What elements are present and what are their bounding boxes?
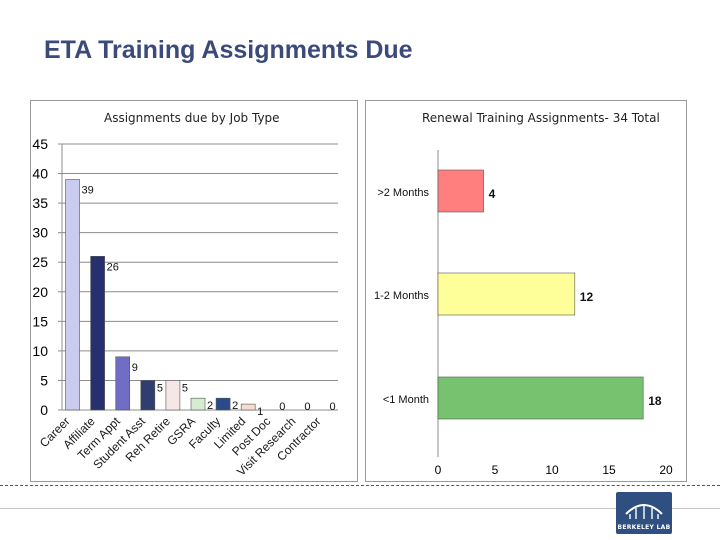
footer-rule [0, 508, 720, 509]
renewal-chart-title: Renewal Training Assignments- 34 Total [422, 111, 660, 125]
y-tick-label: 30 [32, 225, 48, 241]
lab-building-icon [625, 504, 663, 519]
bar [190, 397, 206, 411]
bar-value-label: 0 [304, 401, 310, 413]
divider-line [0, 485, 720, 486]
bar-value-label: 5 [157, 382, 163, 394]
bar-value-label: 4 [489, 187, 496, 201]
x-tick-label: 15 [602, 463, 616, 477]
x-tick-label: 10 [545, 463, 559, 477]
bar [437, 272, 576, 316]
y-tick-label: 15 [32, 313, 48, 329]
job-type-chart-panel [30, 100, 358, 482]
bar-value-label: 12 [580, 290, 594, 304]
y-tick-label: 10 [32, 343, 48, 359]
bar-value-label: 9 [132, 362, 138, 374]
bar [240, 403, 256, 411]
bar-value-label: 0 [279, 401, 285, 413]
bar [165, 380, 181, 411]
bar [140, 380, 156, 411]
y-tick-label: 25 [32, 254, 48, 270]
y-tick-label: 45 [32, 136, 48, 152]
logo-text: BERKELEY LAB [617, 524, 671, 531]
x-tick-label: 0 [435, 463, 442, 477]
bar-value-label: 5 [182, 382, 188, 394]
bar [437, 376, 644, 420]
bar-value-label: 39 [82, 184, 94, 196]
bar [215, 397, 231, 411]
bar-value-label: 1 [257, 406, 263, 418]
y-tick-label: 35 [32, 195, 48, 211]
bar-value-label: 0 [329, 401, 335, 413]
bar-value-label: 2 [232, 400, 238, 412]
berkeley-lab-logo: BERKELEY LAB [616, 492, 672, 534]
bar [90, 256, 105, 411]
category-label: <1 Month [383, 394, 429, 406]
bar [65, 179, 80, 411]
category-label: >2 Months [377, 187, 429, 199]
x-tick-label: 5 [492, 463, 499, 477]
bar-value-label: 26 [107, 261, 119, 273]
y-tick-label: 20 [32, 284, 48, 300]
y-tick-label: 0 [40, 402, 48, 418]
page-title: ETA Training Assignments Due [44, 36, 413, 64]
job-type-chart-title: Assignments due by Job Type [104, 111, 280, 125]
bar [115, 356, 131, 411]
bar-value-label: 2 [207, 400, 213, 412]
x-tick-label: 20 [659, 463, 673, 477]
y-tick-label: 40 [32, 166, 48, 182]
y-tick-label: 5 [40, 372, 48, 388]
bar [437, 169, 484, 213]
category-label: 1-2 Months [374, 290, 430, 302]
bar-value-label: 18 [648, 394, 662, 408]
